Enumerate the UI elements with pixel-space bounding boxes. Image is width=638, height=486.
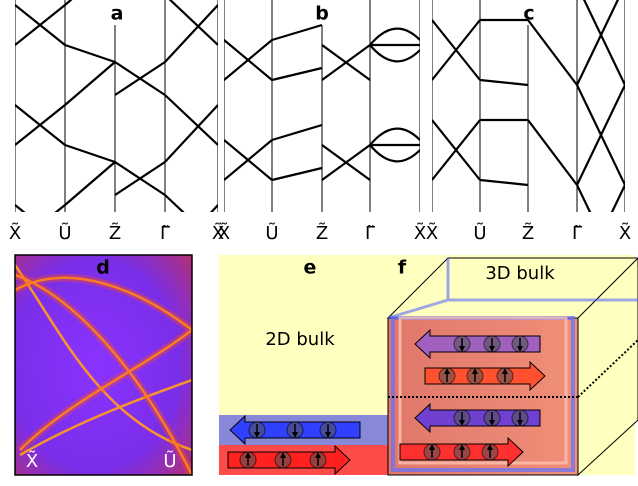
band: [527, 119, 578, 186]
bulk-label: 3D bulk: [485, 263, 555, 284]
band: [164, 4, 218, 63]
panel-label: b: [315, 3, 329, 25]
band: [15, 4, 66, 46]
panel-a: [15, 0, 218, 212]
panel-f: [386, 255, 638, 477]
band: [479, 178, 529, 187]
labels: a b c d e f 2D bulk 3D bulk X̃ Ũ X̃ Ũ Z̃…: [9, 3, 631, 473]
band: [271, 66, 323, 82]
spins: [239, 335, 529, 469]
band: [369, 27, 420, 63]
tick-label: Γ̃: [572, 223, 582, 244]
tick-label: X̃: [414, 223, 426, 244]
panel-label: f: [398, 257, 407, 279]
band: [54, 204, 66, 212]
band: [64, 61, 116, 106]
band: [15, 204, 26, 212]
band: [369, 127, 420, 163]
panel-e: [219, 255, 418, 476]
band: [168, 0, 218, 46]
tick-label: Ũ: [265, 222, 278, 244]
band: [164, 94, 218, 146]
band: [321, 44, 371, 81]
tick-label: Ũ: [473, 222, 486, 244]
tick-label: Ũ: [163, 450, 176, 472]
band: [479, 78, 529, 87]
panel-b: [224, 0, 420, 240]
bulk-label: 2D bulk: [265, 329, 335, 350]
band: [432, 119, 481, 181]
panel-label: c: [523, 3, 534, 25]
tick-label: Z̃: [316, 223, 328, 244]
tick-label: X̃: [9, 223, 21, 244]
band: [224, 139, 273, 181]
band: [64, 143, 116, 164]
band: [64, 43, 116, 64]
tick-label: Γ̃: [160, 223, 170, 244]
band: [114, 61, 166, 96]
panel-d-frame: [14, 254, 193, 476]
band: [114, 161, 166, 196]
tick-label: X̃: [212, 223, 224, 244]
tick-label: X̃: [426, 223, 438, 244]
tick-label: X̃: [26, 451, 38, 472]
band: [64, 161, 116, 206]
band: [164, 194, 185, 212]
tick-label: Γ̃: [365, 223, 375, 244]
band: [164, 104, 218, 163]
band: [576, 84, 625, 186]
band: [209, 204, 218, 212]
band: [64, 0, 73, 6]
band: [432, 19, 481, 81]
band: [272, 225, 322, 240]
panel-label: a: [111, 3, 124, 25]
tick-label: Z̃: [522, 223, 534, 244]
band: [527, 19, 578, 86]
panel-d: [15, 255, 192, 475]
band: [321, 144, 371, 181]
band: [576, 184, 592, 212]
panel-label: e: [304, 257, 317, 279]
band: [576, 0, 620, 86]
band: [271, 23, 323, 42]
tick-label: X̃: [619, 223, 631, 244]
band: [15, 104, 66, 146]
band: [271, 123, 323, 142]
band: [610, 184, 625, 212]
band: [224, 39, 273, 81]
tick-label: Z̃: [109, 223, 121, 244]
tick-label: X̃: [218, 223, 230, 244]
band: [271, 166, 323, 182]
tick-label: Ũ: [58, 222, 71, 244]
panel-c: [432, 0, 625, 212]
panel-label: d: [96, 257, 110, 279]
